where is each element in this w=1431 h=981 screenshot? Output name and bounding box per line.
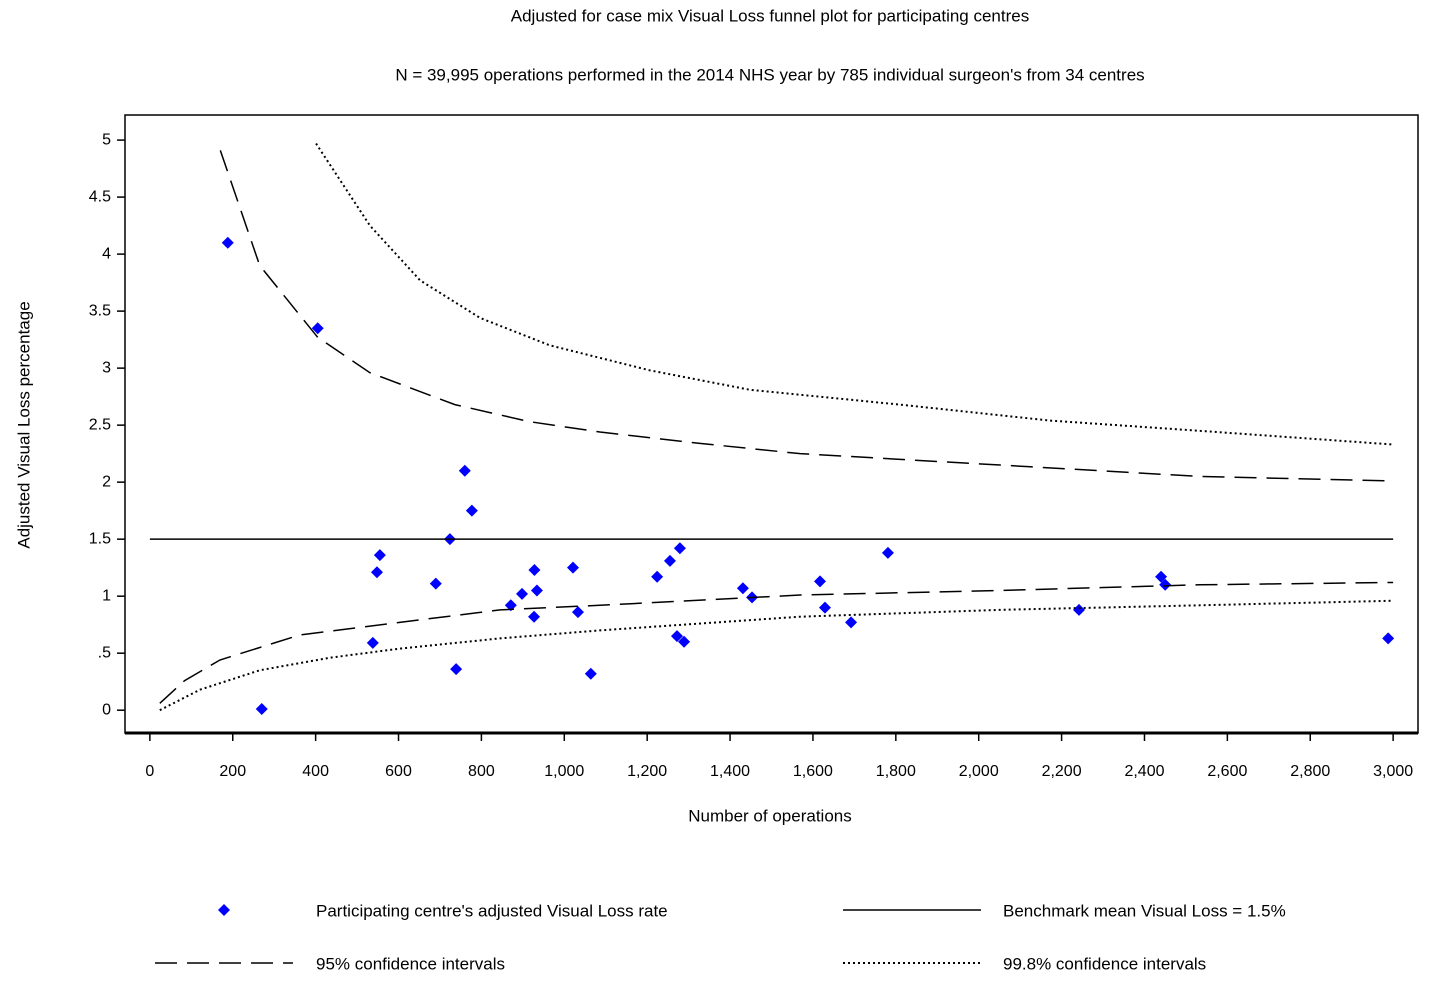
x-tick-label: 1,800 xyxy=(876,763,916,780)
data-point xyxy=(255,703,268,716)
y-tick-label: 3 xyxy=(102,359,111,376)
data-point xyxy=(736,582,749,595)
x-tick-label: 1,200 xyxy=(627,763,667,780)
data-point xyxy=(673,542,686,555)
data-point xyxy=(1159,578,1172,591)
legend-label: Benchmark mean Visual Loss = 1.5% xyxy=(1003,901,1286,920)
data-point xyxy=(1155,570,1168,583)
data-point xyxy=(370,566,383,579)
data-point xyxy=(458,464,471,477)
data-point xyxy=(584,667,597,680)
y-tick-label: 4 xyxy=(102,245,111,262)
data-point xyxy=(221,236,234,249)
chart-subtitle: N = 39,995 operations performed in the 2… xyxy=(395,65,1144,84)
legend-marker xyxy=(218,904,230,916)
x-tick-label: 2,600 xyxy=(1207,763,1247,780)
data-point xyxy=(571,606,584,619)
data-point xyxy=(373,549,386,562)
data-point xyxy=(818,601,831,614)
y-tick-label: .5 xyxy=(98,644,111,661)
x-tick-label: 3,000 xyxy=(1373,763,1413,780)
plot-frame xyxy=(124,114,1419,734)
y-tick-label: 0 xyxy=(102,701,111,718)
x-tick-label: 1,000 xyxy=(544,763,584,780)
ci-lower xyxy=(159,599,1394,712)
ci-upper xyxy=(219,150,1394,482)
x-tick-label: 1,600 xyxy=(793,763,833,780)
x-tick-label: 600 xyxy=(385,763,412,780)
data-point xyxy=(1073,603,1086,616)
data-point xyxy=(450,663,463,676)
ci-lower xyxy=(159,581,1394,704)
x-tick-label: 400 xyxy=(302,763,329,780)
y-tick-label: 3.5 xyxy=(89,302,111,319)
y-tick-label: 1 xyxy=(102,587,111,604)
data-point xyxy=(651,570,664,583)
data-point xyxy=(663,554,676,567)
y-axis-label: Adjusted Visual Loss percentage xyxy=(14,301,33,548)
x-tick-label: 2,400 xyxy=(1124,763,1164,780)
data-point xyxy=(429,577,442,590)
data-point xyxy=(504,599,517,612)
y-tick-label: 1.5 xyxy=(89,530,111,547)
data-point xyxy=(671,630,684,643)
x-axis-label: Number of operations xyxy=(688,806,851,825)
data-point xyxy=(881,546,894,559)
chart-title: Adjusted for case mix Visual Loss funnel… xyxy=(511,6,1029,25)
legend-label: 95% confidence intervals xyxy=(316,954,505,973)
data-point xyxy=(1382,632,1395,645)
data-point xyxy=(528,610,541,623)
y-tick-label: 5 xyxy=(102,131,111,148)
x-tick-label: 2,200 xyxy=(1042,763,1082,780)
y-tick-label: 4.5 xyxy=(89,188,111,205)
y-tick-label: 2.5 xyxy=(89,416,111,433)
x-tick-label: 2,000 xyxy=(959,763,999,780)
data-point xyxy=(678,635,691,648)
data-point xyxy=(516,587,529,600)
data-point xyxy=(530,584,543,597)
x-tick-label: 200 xyxy=(219,763,246,780)
x-tick-label: 1,400 xyxy=(710,763,750,780)
x-tick-label: 0 xyxy=(145,763,154,780)
x-tick-label: 2,800 xyxy=(1290,763,1330,780)
data-point xyxy=(566,561,579,574)
data-point xyxy=(366,636,379,649)
data-point xyxy=(311,322,324,335)
legend-label: Participating centre's adjusted Visual L… xyxy=(316,901,668,920)
data-point xyxy=(528,563,541,576)
legend-label: 99.8% confidence intervals xyxy=(1003,954,1206,973)
x-tick-label: 800 xyxy=(468,763,495,780)
ci-upper xyxy=(315,142,1394,446)
data-point xyxy=(845,616,858,629)
data-point xyxy=(465,504,478,517)
y-tick-label: 2 xyxy=(102,473,111,490)
data-point xyxy=(813,575,826,588)
